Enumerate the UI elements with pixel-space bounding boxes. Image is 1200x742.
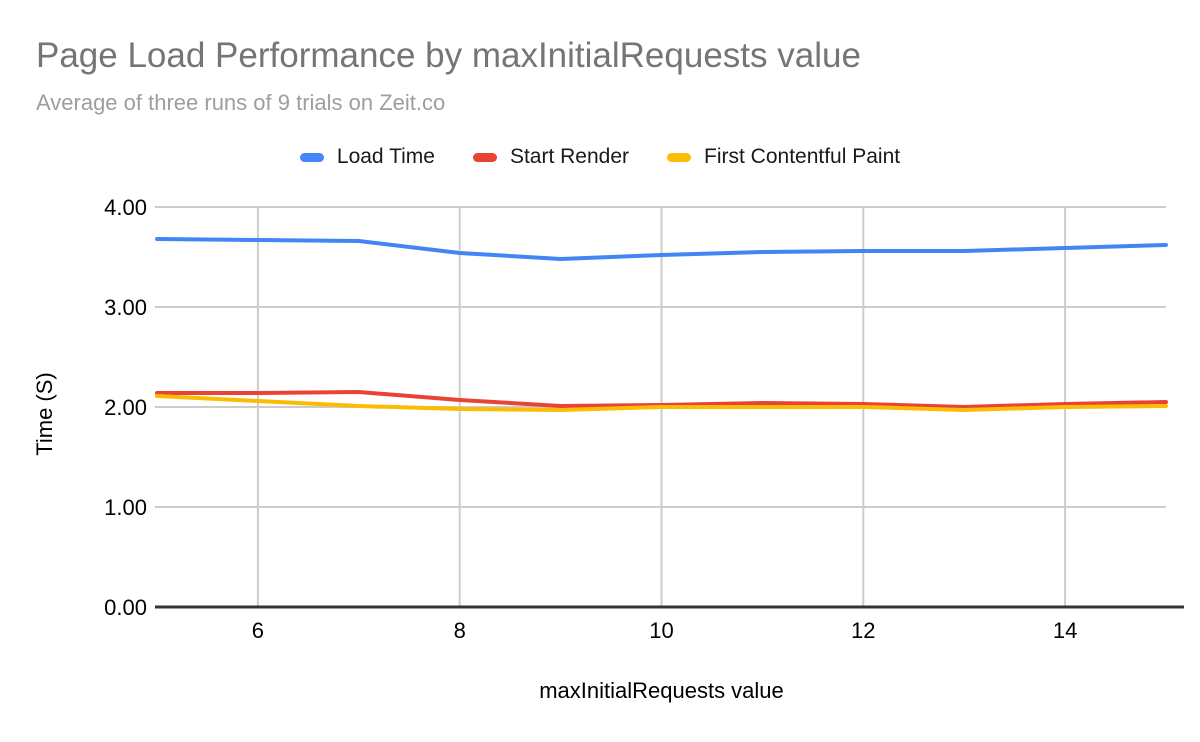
y-tick-label: 3.00 <box>104 295 147 320</box>
legend-label: Start Render <box>509 145 630 168</box>
series-line-first-contentful-paint <box>155 394 1168 412</box>
legend: Load Time Start Render First Contentful Pa… <box>0 143 1200 171</box>
x-tick-label: 6 <box>252 618 264 643</box>
x-tick-label: 14 <box>1053 618 1077 643</box>
legend-item-start-render: Start Render <box>472 145 630 169</box>
y-tick-label: 4.00 <box>104 195 147 220</box>
legend-swatch-first-contentful-paint <box>667 152 692 162</box>
legend-swatch-load-time <box>299 152 324 162</box>
chart-subtitle: Average of three runs of 9 trials on Zei… <box>36 90 446 115</box>
y-tick-label: 0.00 <box>104 595 147 620</box>
series-line-load-time <box>155 237 1168 261</box>
legend-label: Load Time <box>336 145 435 168</box>
legend-item-load-time: Load Time <box>299 145 435 169</box>
x-tick-label: 8 <box>454 618 466 643</box>
legend-swatch-start-render <box>472 152 497 162</box>
x-tick-label: 10 <box>649 618 673 643</box>
x-axis-title: maxInitialRequests value <box>539 678 784 703</box>
y-axis-title: Time (S) <box>32 372 57 456</box>
legend-label: First Contentful Paint <box>704 145 901 168</box>
y-tick-label: 1.00 <box>104 495 147 520</box>
chart-title: Page Load Performance by maxInitialReque… <box>36 36 861 75</box>
x-tick-label: 12 <box>851 618 875 643</box>
legend-item-first-contentful-paint: First Contentful Paint <box>667 145 900 169</box>
y-tick-label: 2.00 <box>104 395 147 420</box>
